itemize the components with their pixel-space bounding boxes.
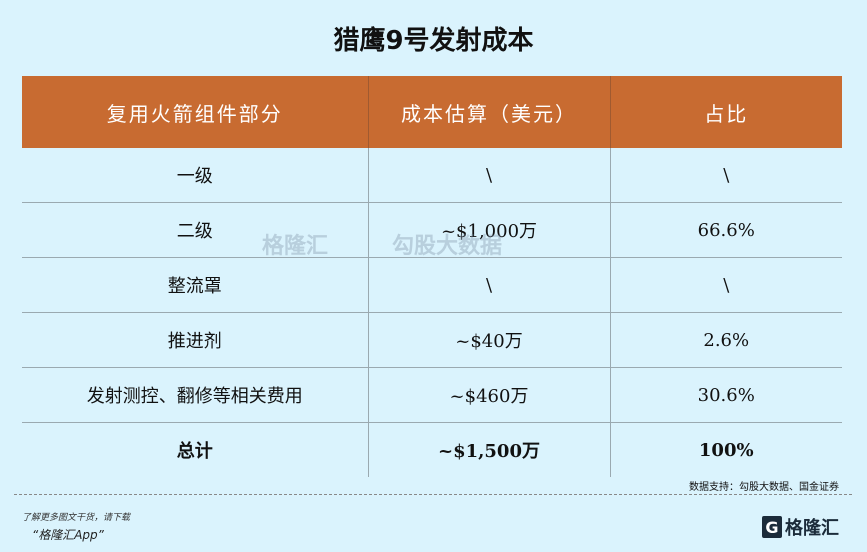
promo-text: 了解更多图文干货，请下载 [22, 513, 131, 523]
header-cost: 成本估算（美元） [368, 76, 611, 148]
cell-share: 30.6% [610, 367, 842, 423]
brand-logo: G 格隆汇 [762, 514, 839, 540]
table-header-row: 复用火箭组件部分 成本估算（美元） 占比 [22, 76, 842, 148]
cell-cost: \ [368, 148, 611, 203]
cell-cost: ~$460万 [368, 367, 611, 423]
cell-share: 66.6% [610, 202, 842, 258]
cell-share: \ [610, 148, 842, 203]
cell-component: 推进剂 [22, 312, 369, 368]
source-note: 数据支持：勾股大数据、国金证券 [689, 482, 839, 493]
cell-component: 一级 [22, 148, 369, 203]
cell-cost: \ [368, 257, 611, 313]
table-row: 二级 ~$1,000万 66.6% [22, 202, 842, 258]
logo-text: 格隆汇 [785, 518, 839, 539]
header-component: 复用火箭组件部分 [22, 76, 369, 148]
table-row: 一级 \ \ [22, 148, 842, 203]
table-row-total: 总计 ~$1,500万 100% [22, 422, 842, 477]
cell-share: 100% [698, 439, 754, 461]
cell-share: \ [610, 257, 842, 313]
promo-app-name: “格隆汇App” [32, 528, 104, 542]
watermark-brand: 格隆汇 [262, 234, 329, 259]
table-row: 整流罩 \ \ [22, 257, 842, 313]
cell-share: 2.6% [610, 312, 842, 368]
cell-component: 总计 [22, 422, 369, 477]
cell-cost: ~$1,000万 [368, 202, 611, 258]
logo-g-icon: G [762, 516, 782, 538]
cell-cost: ~$40万 [368, 312, 611, 368]
footer-divider [14, 494, 852, 495]
table-row: 推进剂 ~$40万 2.6% [22, 312, 842, 368]
table-row: 发射测控、翻修等相关费用 ~$460万 30.6% [22, 367, 842, 423]
header-share: 占比 [610, 76, 842, 148]
cost-table: 复用火箭组件部分 成本估算（美元） 占比 一级 \ \ 二级 ~$1,000万 66.6… [22, 76, 842, 477]
cell-component: 二级 [22, 202, 369, 258]
cell-component: 整流罩 [22, 257, 369, 313]
cell-cost: ~$1,500万 [368, 422, 611, 477]
page-title: 猎鹰9号发射成本 [333, 26, 534, 56]
watermark-partner: 勾股大数据 [392, 234, 503, 259]
cell-component: 发射测控、翻修等相关费用 [22, 367, 369, 423]
